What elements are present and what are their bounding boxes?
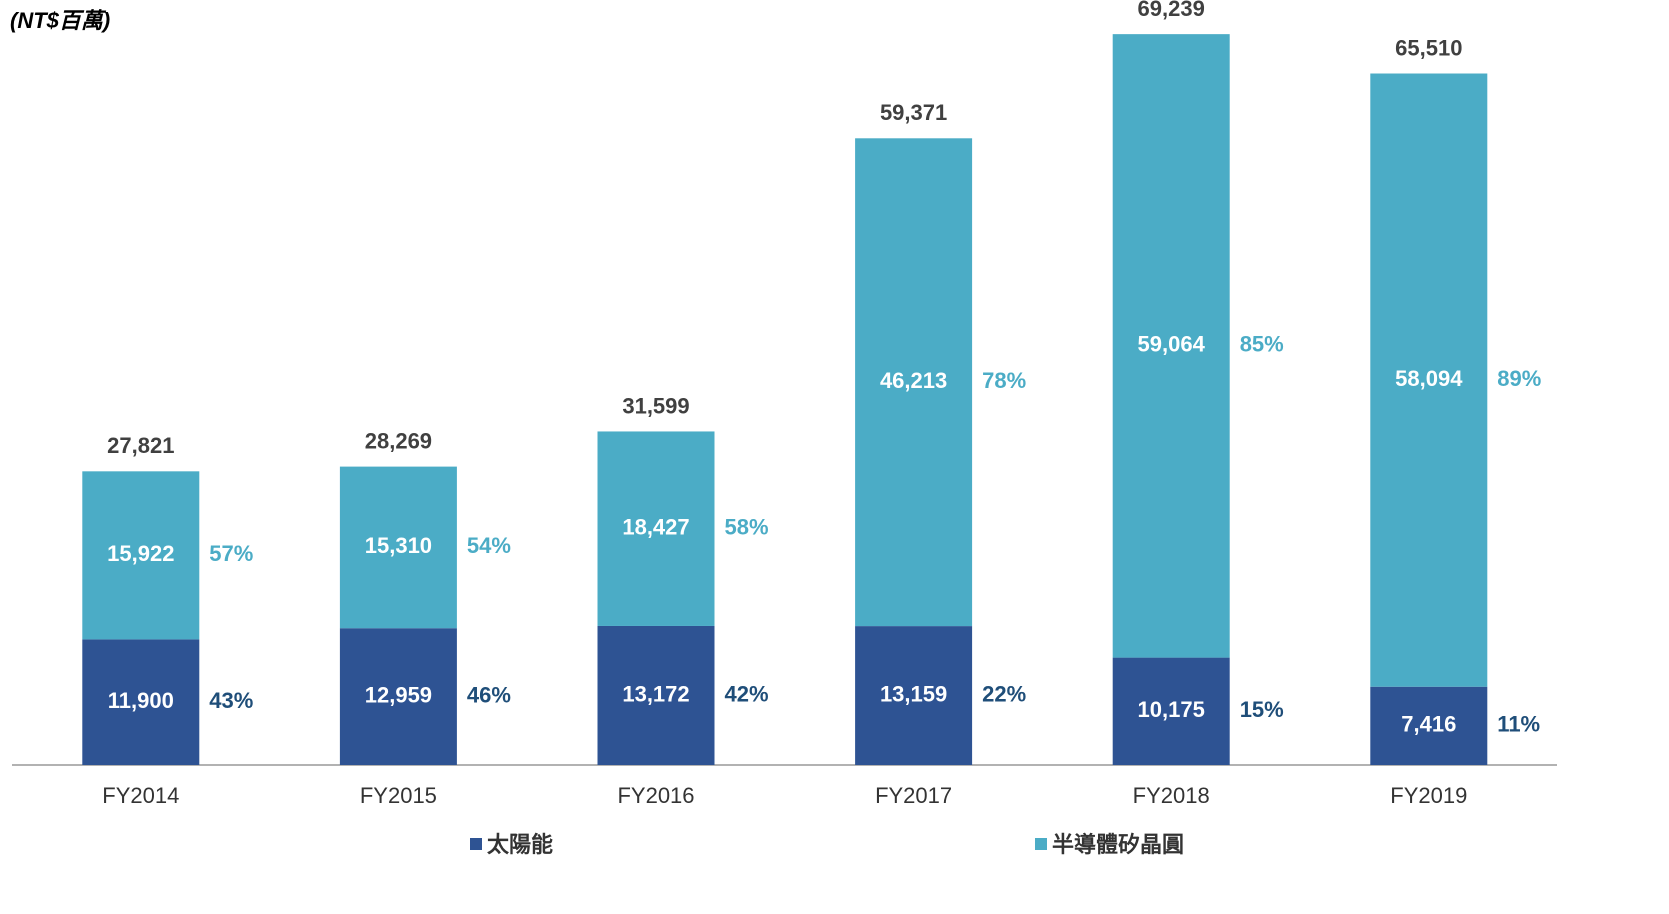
- share-label: 57%: [209, 541, 253, 566]
- total-label: 31,599: [622, 393, 689, 418]
- total-label: 59,371: [880, 100, 947, 125]
- bar-segment: [855, 626, 973, 765]
- bar-segment: [597, 625, 715, 765]
- legend-label: 半導體矽晶圓: [1052, 832, 1184, 857]
- total-label: 28,269: [365, 428, 432, 453]
- x-tick-label: FY2019: [1390, 783, 1467, 808]
- x-tick-label: FY2015: [360, 783, 437, 808]
- bar-segment: [1370, 73, 1488, 687]
- x-tick-label: FY2018: [1133, 783, 1210, 808]
- bar-segment: [597, 431, 715, 626]
- share-label: 46%: [467, 682, 511, 707]
- segment-label: 15,922: [107, 541, 174, 566]
- share-label: 22%: [982, 681, 1026, 706]
- share-label: 54%: [467, 533, 511, 558]
- segment-label: 58,094: [1395, 366, 1463, 391]
- legend-label: 太陽能: [487, 832, 553, 857]
- segment-label: 10,175: [1138, 697, 1205, 722]
- bar-segment: [82, 471, 200, 640]
- share-label: 15%: [1240, 697, 1284, 722]
- total-label: 27,821: [107, 433, 174, 458]
- bar-segment: [855, 138, 973, 627]
- bar-segment: [1370, 686, 1488, 765]
- share-label: 58%: [725, 515, 769, 540]
- bar-segment: [1112, 657, 1230, 765]
- x-tick-label: FY2014: [102, 783, 179, 808]
- legend-swatch: [470, 838, 482, 850]
- segment-label: 18,427: [622, 515, 689, 540]
- total-label: 69,239: [1138, 0, 1205, 21]
- segment-label: 13,159: [880, 681, 947, 706]
- segment-label: 59,064: [1138, 332, 1206, 357]
- bar-segment: [1112, 34, 1230, 658]
- bar-segment: [339, 628, 457, 765]
- unit-label: (NT$百萬): [10, 8, 110, 33]
- share-label: 89%: [1497, 366, 1541, 391]
- bar-segment: [339, 466, 457, 629]
- segment-label: 13,172: [622, 681, 689, 706]
- segment-label: 15,310: [365, 533, 432, 558]
- segment-label: 7,416: [1401, 712, 1456, 737]
- x-tick-label: FY2016: [617, 783, 694, 808]
- share-label: 11%: [1497, 712, 1540, 737]
- share-label: 43%: [209, 688, 253, 713]
- segment-label: 12,959: [365, 682, 432, 707]
- total-label: 65,510: [1395, 35, 1462, 60]
- share-label: 78%: [982, 368, 1026, 393]
- share-label: 85%: [1240, 332, 1284, 357]
- segment-label: 11,900: [108, 688, 174, 713]
- bar-segment: [82, 639, 200, 765]
- x-tick-label: FY2017: [875, 783, 952, 808]
- segment-label: 46,213: [880, 368, 947, 393]
- legend-swatch: [1035, 838, 1047, 850]
- share-label: 42%: [725, 681, 769, 706]
